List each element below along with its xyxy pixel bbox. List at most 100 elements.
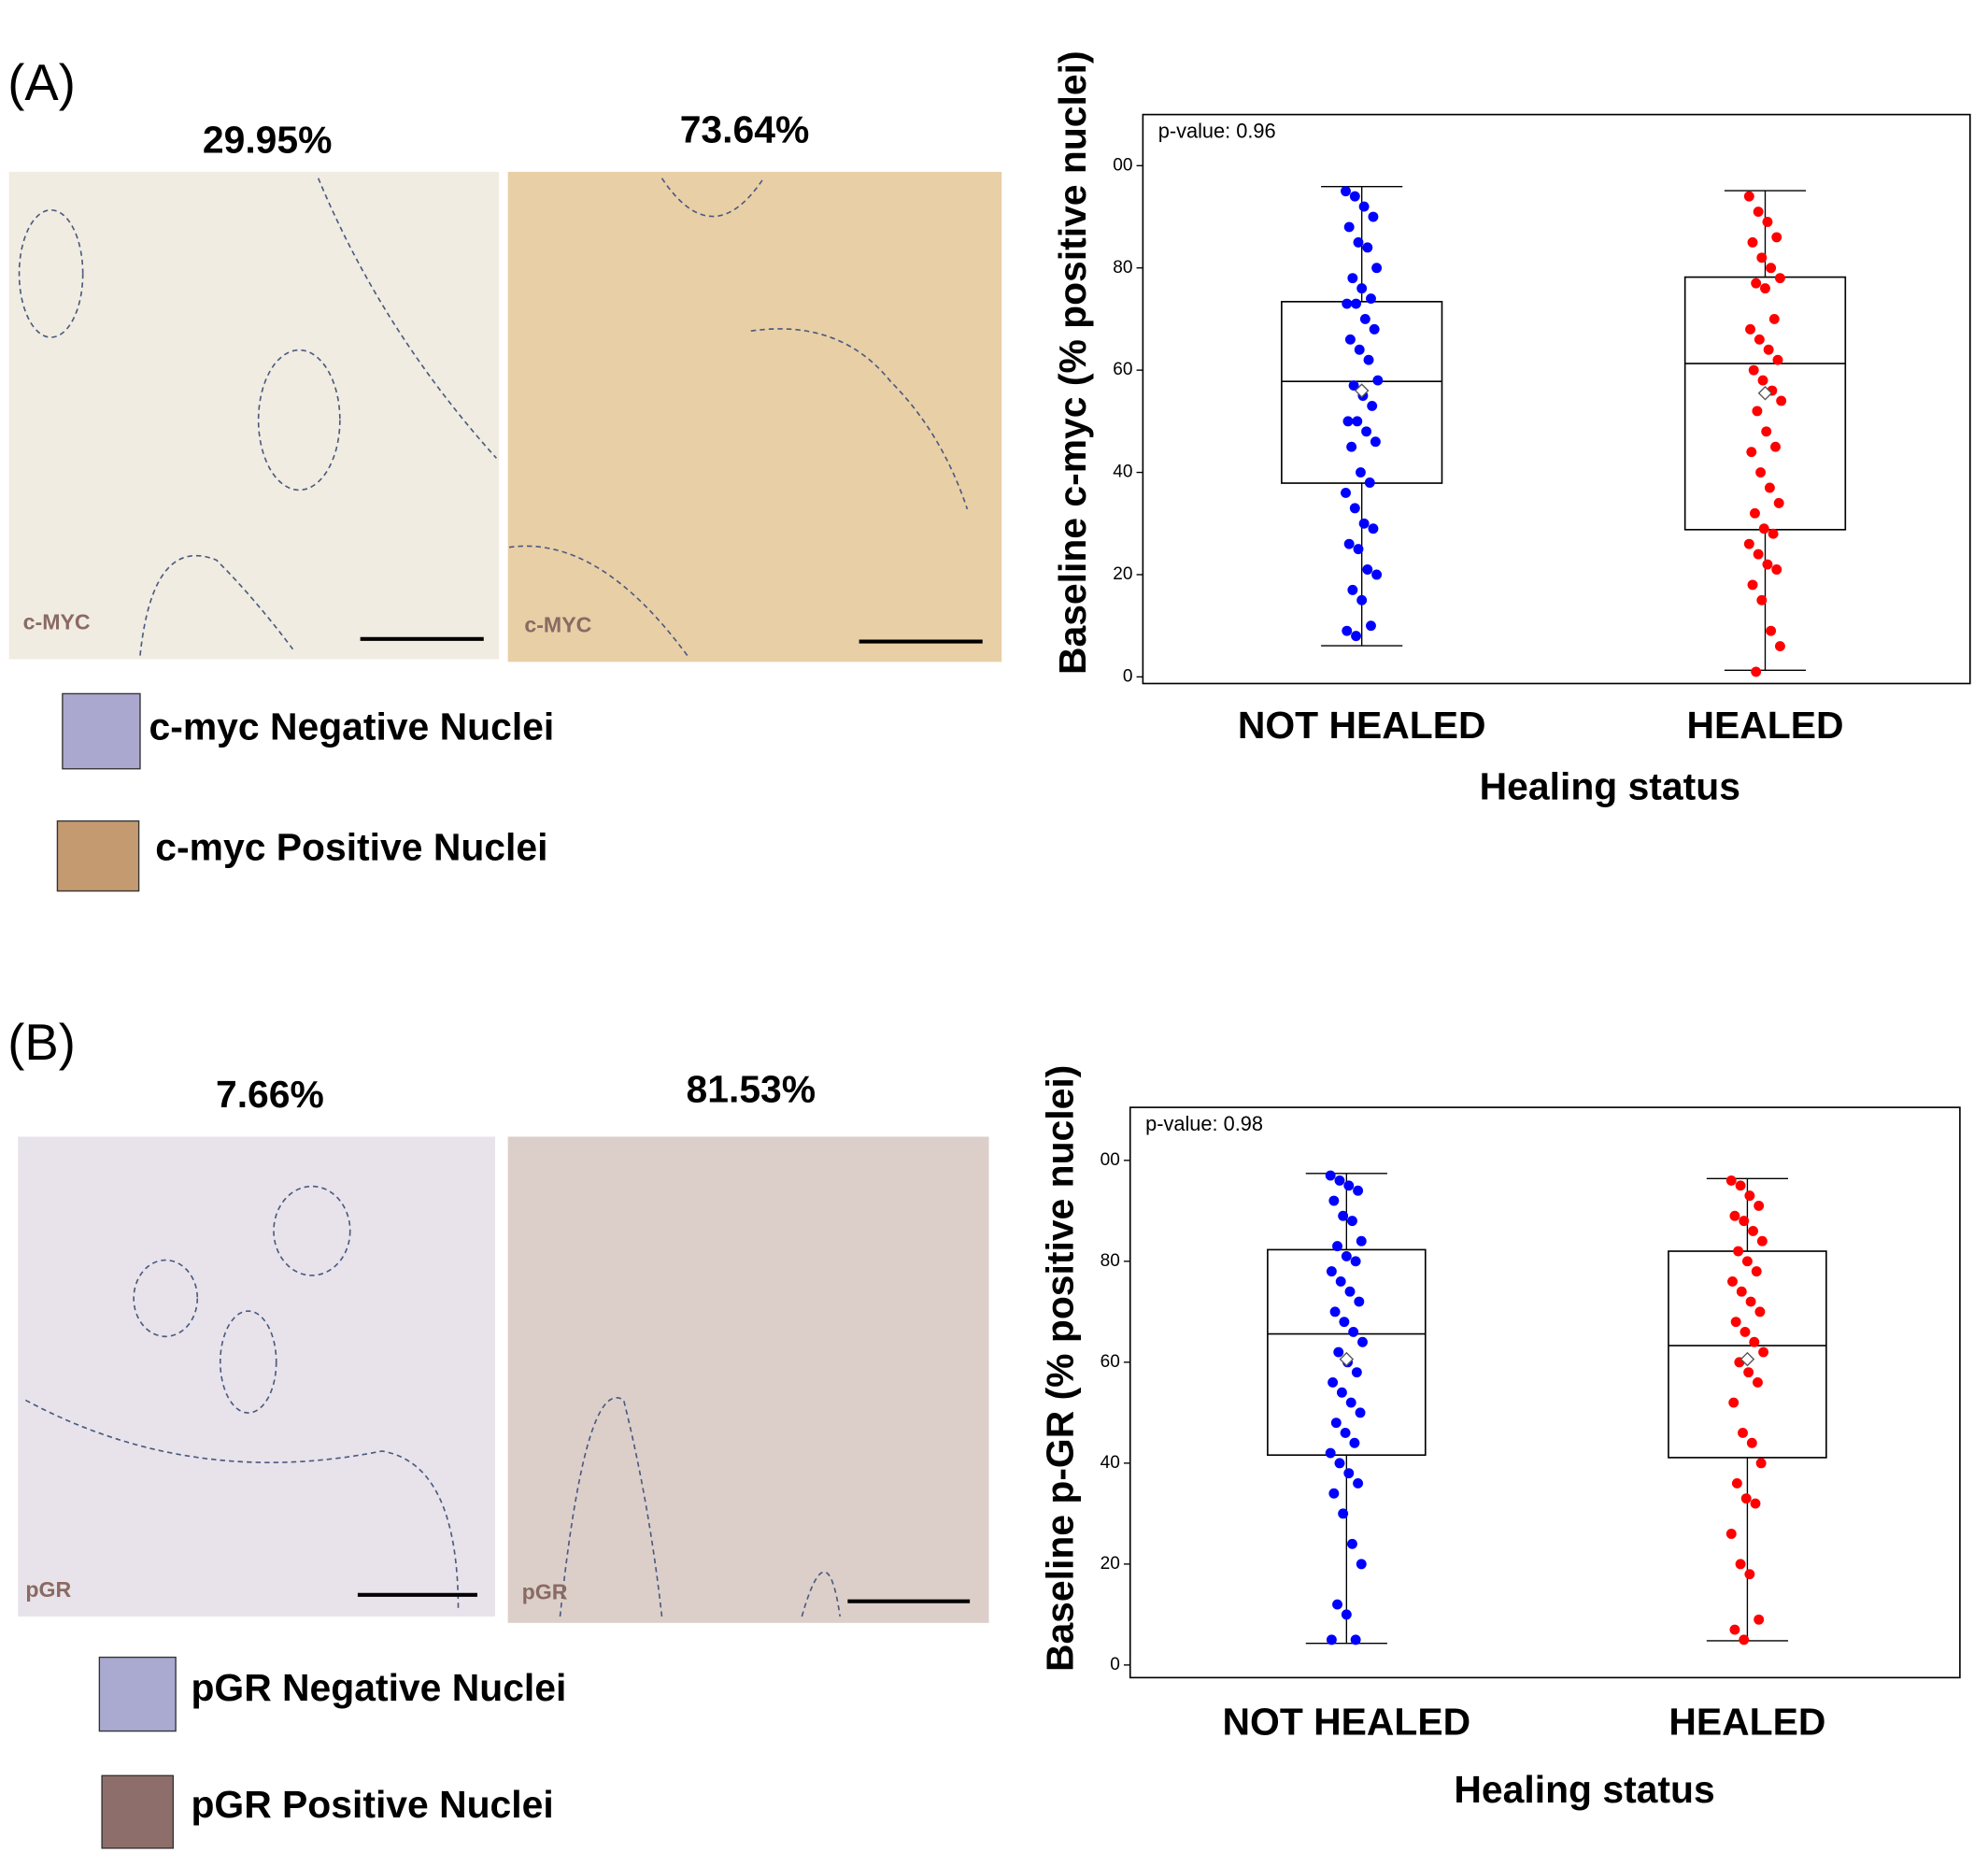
y-tick-label: 0 xyxy=(1110,1655,1120,1674)
data-point xyxy=(1356,1235,1367,1247)
data-point xyxy=(1350,1256,1361,1267)
data-point xyxy=(1753,548,1764,560)
data-point xyxy=(1750,507,1760,519)
legend-label: pGR Negative Nuclei xyxy=(191,1666,566,1709)
data-point xyxy=(1747,236,1758,248)
data-point xyxy=(1325,1170,1336,1181)
data-point xyxy=(1334,1175,1345,1186)
mean-marker xyxy=(1354,383,1370,398)
data-point xyxy=(1755,1458,1767,1469)
data-point xyxy=(1328,1195,1340,1206)
data-point xyxy=(1762,217,1773,227)
data-point xyxy=(1341,487,1351,498)
data-point xyxy=(1341,1250,1352,1261)
data-point xyxy=(1751,1266,1762,1277)
data-point xyxy=(1725,1175,1737,1186)
data-point xyxy=(1770,441,1781,452)
data-point xyxy=(1772,354,1783,365)
data-point xyxy=(1764,482,1775,493)
data-point xyxy=(1328,1376,1339,1388)
data-point xyxy=(1335,1275,1346,1287)
data-point xyxy=(1766,625,1777,636)
data-point xyxy=(1348,1326,1359,1337)
data-point xyxy=(1353,236,1364,248)
data-point xyxy=(1736,1286,1747,1297)
data-point xyxy=(1345,1397,1356,1408)
y-tick-label: 80 xyxy=(1100,1251,1120,1271)
data-point xyxy=(1342,298,1353,309)
data-point xyxy=(1733,1246,1744,1257)
data-point xyxy=(1773,497,1784,508)
data-point xyxy=(1354,344,1365,355)
data-point xyxy=(1356,594,1368,605)
data-point xyxy=(1731,1478,1742,1489)
data-point xyxy=(1748,364,1759,376)
image xyxy=(8,171,500,660)
legend-swatch xyxy=(98,1656,177,1732)
legend-label: c-myc Negative Nuclei xyxy=(149,705,554,748)
data-point xyxy=(1343,221,1355,233)
data-point xyxy=(1735,1180,1746,1191)
y-tick-label: 80 xyxy=(1113,258,1132,278)
data-point xyxy=(1347,584,1358,595)
box xyxy=(1683,276,1847,531)
image xyxy=(507,171,1002,662)
data-point xyxy=(1768,528,1779,539)
data-point xyxy=(1744,1569,1755,1580)
data-point xyxy=(1344,334,1356,345)
stain-label: pGR xyxy=(25,1577,71,1602)
data-point xyxy=(1347,273,1358,284)
stain-label: pGR xyxy=(522,1580,568,1604)
box xyxy=(1281,301,1443,484)
data-point xyxy=(1342,416,1354,427)
data-point xyxy=(1358,518,1370,529)
y-tick-label: 60 xyxy=(1113,360,1132,379)
y-tick-label: 00 xyxy=(1113,155,1132,175)
data-point xyxy=(1326,1266,1337,1277)
data-point xyxy=(1751,278,1762,289)
data-point xyxy=(1347,1216,1357,1227)
panel-label: (A) xyxy=(7,54,76,111)
data-point xyxy=(1758,1346,1769,1358)
tissue-outline xyxy=(18,178,969,1617)
data-point xyxy=(1751,666,1762,677)
mean-marker xyxy=(1757,385,1773,401)
data-point xyxy=(1745,323,1756,335)
data-point xyxy=(1761,426,1772,437)
panel-label: (B) xyxy=(7,1014,76,1071)
data-point xyxy=(1762,559,1773,570)
y-axis-label: Baseline p-GR (% positive nuclei) xyxy=(1038,1065,1081,1672)
data-point xyxy=(1364,477,1375,488)
data-point xyxy=(1753,1376,1763,1388)
data-point xyxy=(1349,191,1360,202)
image xyxy=(18,1136,496,1617)
data-point xyxy=(1356,283,1368,294)
data-point xyxy=(1741,1256,1753,1267)
data-point xyxy=(1369,323,1380,335)
data-point xyxy=(1753,207,1764,217)
y-tick-label: 20 xyxy=(1113,564,1132,584)
data-point xyxy=(1362,564,1373,575)
data-point xyxy=(1332,1241,1342,1252)
legend-label: c-myc Positive Nuclei xyxy=(155,826,547,869)
data-point xyxy=(1760,283,1770,294)
data-point xyxy=(1730,1317,1741,1328)
data-point xyxy=(1362,242,1373,253)
x-tick-label: NOT HEALED xyxy=(1223,1701,1471,1744)
x-tick-label: HEALED xyxy=(1686,704,1843,747)
data-point xyxy=(1746,1437,1757,1448)
data-point xyxy=(1746,447,1757,458)
data-point xyxy=(1725,1529,1737,1539)
data-point xyxy=(1353,1478,1364,1489)
data-point xyxy=(1354,1296,1365,1307)
data-point xyxy=(1363,354,1374,365)
data-point xyxy=(1757,375,1768,386)
annotation: p-value: 0.98 xyxy=(1145,1112,1263,1135)
data-point xyxy=(1357,1336,1368,1347)
data-point xyxy=(1756,252,1768,264)
data-point xyxy=(1325,1447,1336,1459)
data-point xyxy=(1739,1634,1750,1645)
data-point xyxy=(1368,211,1379,222)
data-point xyxy=(1356,1559,1367,1570)
data-point xyxy=(1756,594,1768,605)
